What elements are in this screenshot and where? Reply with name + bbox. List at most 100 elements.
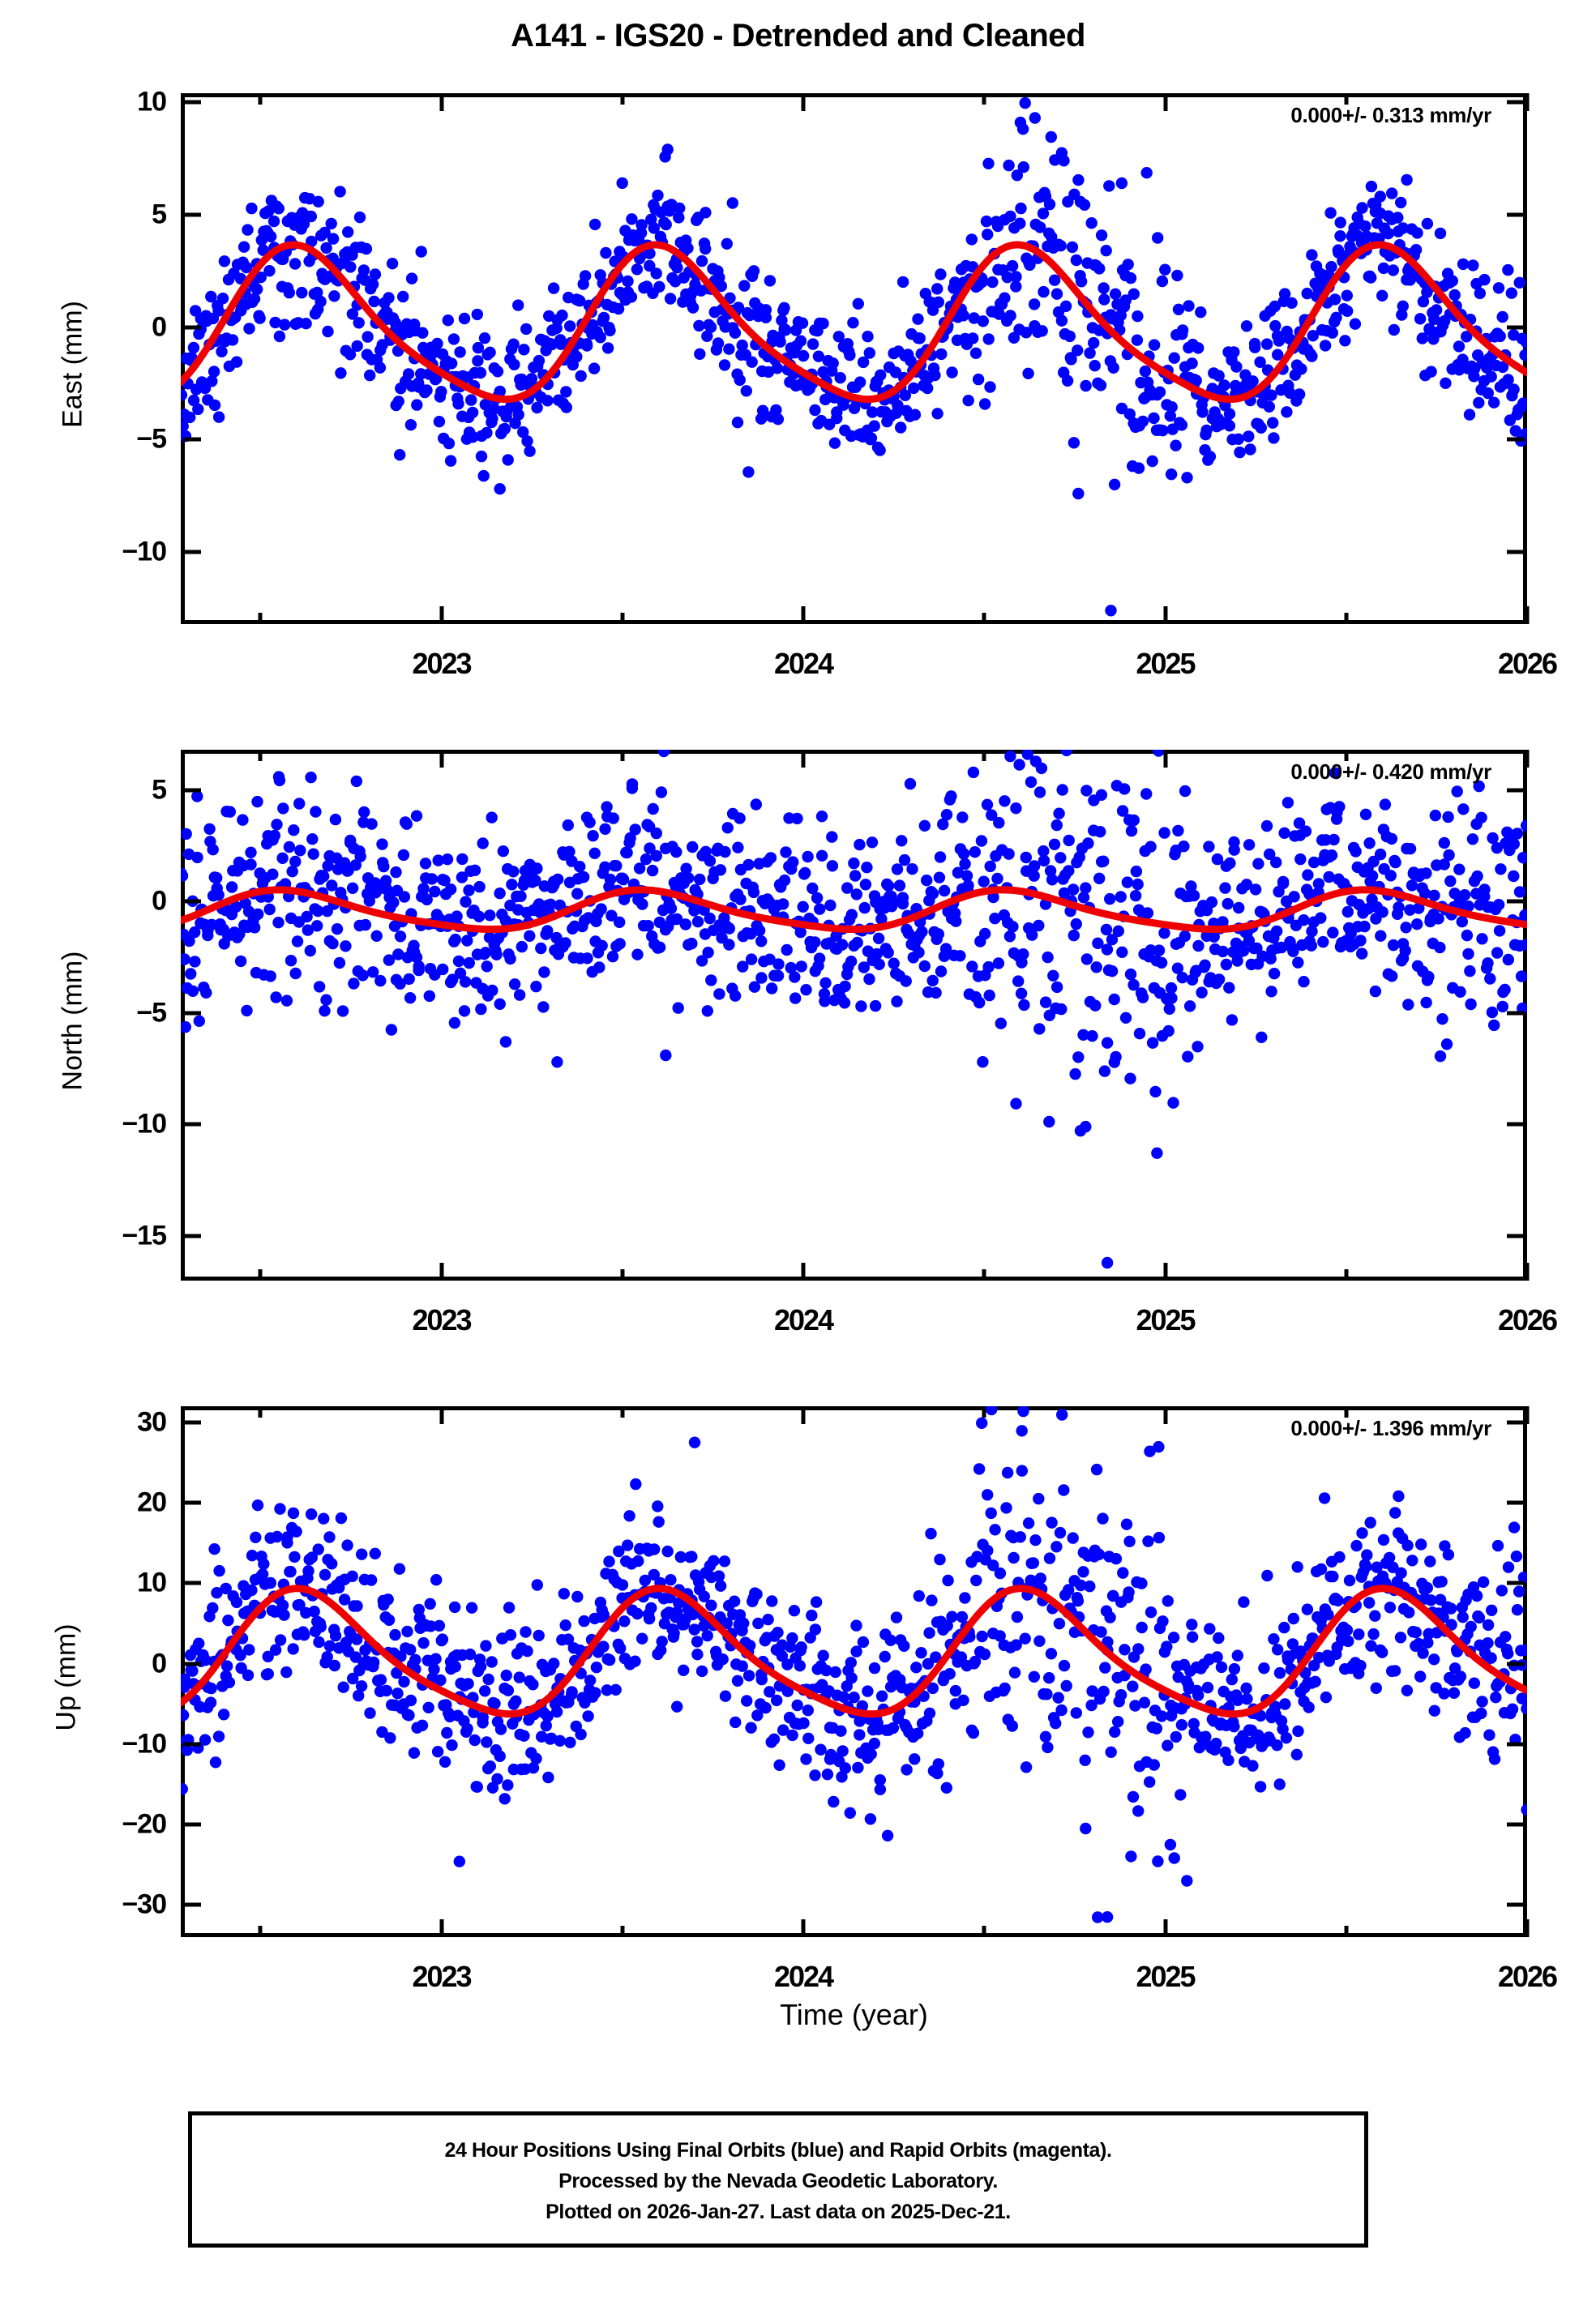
y-tick-label: 10 <box>137 86 167 118</box>
x-tick-mark <box>1163 1406 1167 1424</box>
x-minor-tick-mark <box>982 1406 986 1418</box>
x-minor-tick-mark <box>982 1926 986 1937</box>
y-tick-mark <box>183 1500 201 1505</box>
x-tick-mark <box>801 93 806 111</box>
y-tick-mark <box>183 1822 201 1827</box>
x-minor-tick-mark <box>620 1269 625 1281</box>
y-tick-mark <box>1507 1234 1525 1238</box>
y-tick-label: 5 <box>152 199 167 230</box>
x-tick-label: 2025 <box>1136 1303 1196 1337</box>
x-tick-label: 2024 <box>773 1960 834 1993</box>
y-tick-mark <box>183 899 201 904</box>
y-tick-label: 5 <box>152 774 167 805</box>
y-tick-mark <box>1507 1122 1525 1127</box>
y-tick-mark <box>1507 1662 1525 1666</box>
x-minor-tick-mark <box>258 93 263 105</box>
y-tick-label: 0 <box>152 311 167 343</box>
y-tick-label: 10 <box>137 1567 167 1598</box>
x-tick-mark <box>439 1406 443 1424</box>
y-tick-mark <box>1507 1420 1525 1425</box>
x-tick-mark <box>439 750 443 768</box>
x-minor-tick-mark <box>620 1406 625 1418</box>
panel-east-plot-area <box>181 96 1527 617</box>
y-tick-label: −10 <box>122 1108 167 1140</box>
panel-east: 0.000+/- 0.313 mm/yr <box>181 93 1527 624</box>
x-minor-tick-mark <box>620 1926 625 1937</box>
y-tick-mark <box>1507 788 1525 792</box>
y-tick-mark <box>183 1742 201 1747</box>
x-minor-tick-mark <box>620 613 625 624</box>
x-minor-tick-mark <box>258 613 263 624</box>
y-tick-mark <box>183 1902 201 1907</box>
x-tick-mark <box>1163 1919 1167 1937</box>
y-tick-mark <box>183 437 201 442</box>
y-tick-mark <box>1507 212 1525 217</box>
x-tick-mark <box>1525 606 1530 624</box>
y-tick-label: 0 <box>152 1648 167 1679</box>
x-tick-label: 2026 <box>1497 647 1558 680</box>
x-tick-mark <box>1525 1919 1530 1937</box>
x-minor-tick-mark <box>982 750 986 761</box>
x-minor-tick-mark <box>982 1269 986 1281</box>
y-tick-label: 20 <box>137 1486 167 1518</box>
x-minor-tick-mark <box>1344 613 1349 624</box>
footer-legend-box: 24 Hour Positions Using Final Orbits (bl… <box>188 2111 1368 2248</box>
y-tick-mark <box>183 100 201 105</box>
y-tick-label: −5 <box>136 997 167 1029</box>
y-tick-label: −30 <box>122 1889 167 1920</box>
footer-line-1: 24 Hour Positions Using Final Orbits (bl… <box>444 2139 1112 2162</box>
x-tick-mark <box>1525 1406 1530 1424</box>
x-axis-label: Time (year) <box>780 1998 928 2031</box>
x-tick-mark <box>439 606 443 624</box>
y-tick-label: −10 <box>122 536 167 567</box>
x-tick-label: 2023 <box>412 1303 472 1337</box>
y-tick-mark <box>183 550 201 554</box>
y-tick-label: −5 <box>136 423 167 455</box>
x-tick-label: 2024 <box>773 1303 834 1337</box>
x-tick-label: 2025 <box>1136 1960 1196 1993</box>
x-tick-label: 2023 <box>412 1960 472 1993</box>
x-minor-tick-mark <box>258 1926 263 1937</box>
panel-up: 0.000+/- 1.396 mm/yr <box>181 1406 1527 1937</box>
panel-north-plot-area <box>181 750 1527 1269</box>
panel-north-rate-label: 0.000+/- 0.420 mm/yr <box>1290 759 1491 784</box>
y-tick-mark <box>183 1122 201 1127</box>
x-tick-mark <box>439 93 443 111</box>
x-minor-tick-mark <box>1344 1406 1349 1418</box>
x-tick-mark <box>801 1919 806 1937</box>
x-minor-tick-mark <box>1344 1269 1349 1281</box>
x-tick-mark <box>1163 1263 1167 1281</box>
x-minor-tick-mark <box>258 1406 263 1418</box>
y-tick-mark <box>1507 1500 1525 1505</box>
x-tick-mark <box>1525 93 1530 111</box>
x-minor-tick-mark <box>620 750 625 761</box>
x-minor-tick-mark <box>982 93 986 105</box>
x-minor-tick-mark <box>620 93 625 105</box>
panel-up-plot-area <box>181 1406 1527 1923</box>
x-tick-label: 2023 <box>412 647 472 680</box>
panel-east-rate-label: 0.000+/- 0.313 mm/yr <box>1290 103 1491 127</box>
x-tick-mark <box>801 1406 806 1424</box>
y-tick-mark <box>1507 1011 1525 1016</box>
x-tick-mark <box>1525 1263 1530 1281</box>
x-tick-label: 2024 <box>773 647 834 680</box>
panel-up-y-label: Up (mm) <box>50 1623 82 1731</box>
y-tick-label: 0 <box>152 885 167 917</box>
y-tick-mark <box>1507 1822 1525 1827</box>
x-tick-mark <box>439 1263 443 1281</box>
y-tick-mark <box>183 212 201 217</box>
x-tick-mark <box>801 1263 806 1281</box>
page-title: A141 - IGS20 - Detrended and Cleaned <box>511 18 1085 53</box>
y-tick-mark <box>1507 1902 1525 1907</box>
footer-line-3: Plotted on 2026-Jan-27. Last data on 202… <box>546 2201 1011 2223</box>
footer-line-2: Processed by the Nevada Geodetic Laborat… <box>558 2170 998 2192</box>
y-tick-mark <box>1507 1581 1525 1585</box>
y-tick-label: −15 <box>122 1220 167 1251</box>
x-tick-mark <box>801 606 806 624</box>
y-tick-mark <box>1507 1742 1525 1747</box>
x-tick-mark <box>1163 93 1167 111</box>
x-minor-tick-mark <box>1344 750 1349 761</box>
y-tick-label: 30 <box>137 1406 167 1438</box>
x-tick-mark <box>1163 750 1167 768</box>
